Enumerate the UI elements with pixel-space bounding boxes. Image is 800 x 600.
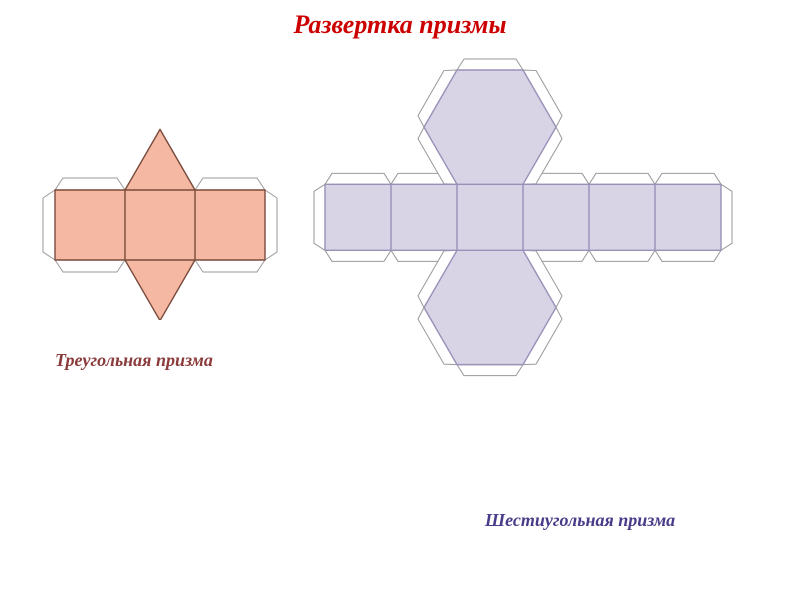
page-title: Развертка призмы (0, 10, 800, 40)
triangular-label: Треугольная призма (55, 350, 213, 371)
hexagonal-prism-net (300, 50, 780, 490)
triangular-prism-net (30, 60, 290, 320)
hexagonal-label: Шестиугольная призма (480, 510, 680, 531)
